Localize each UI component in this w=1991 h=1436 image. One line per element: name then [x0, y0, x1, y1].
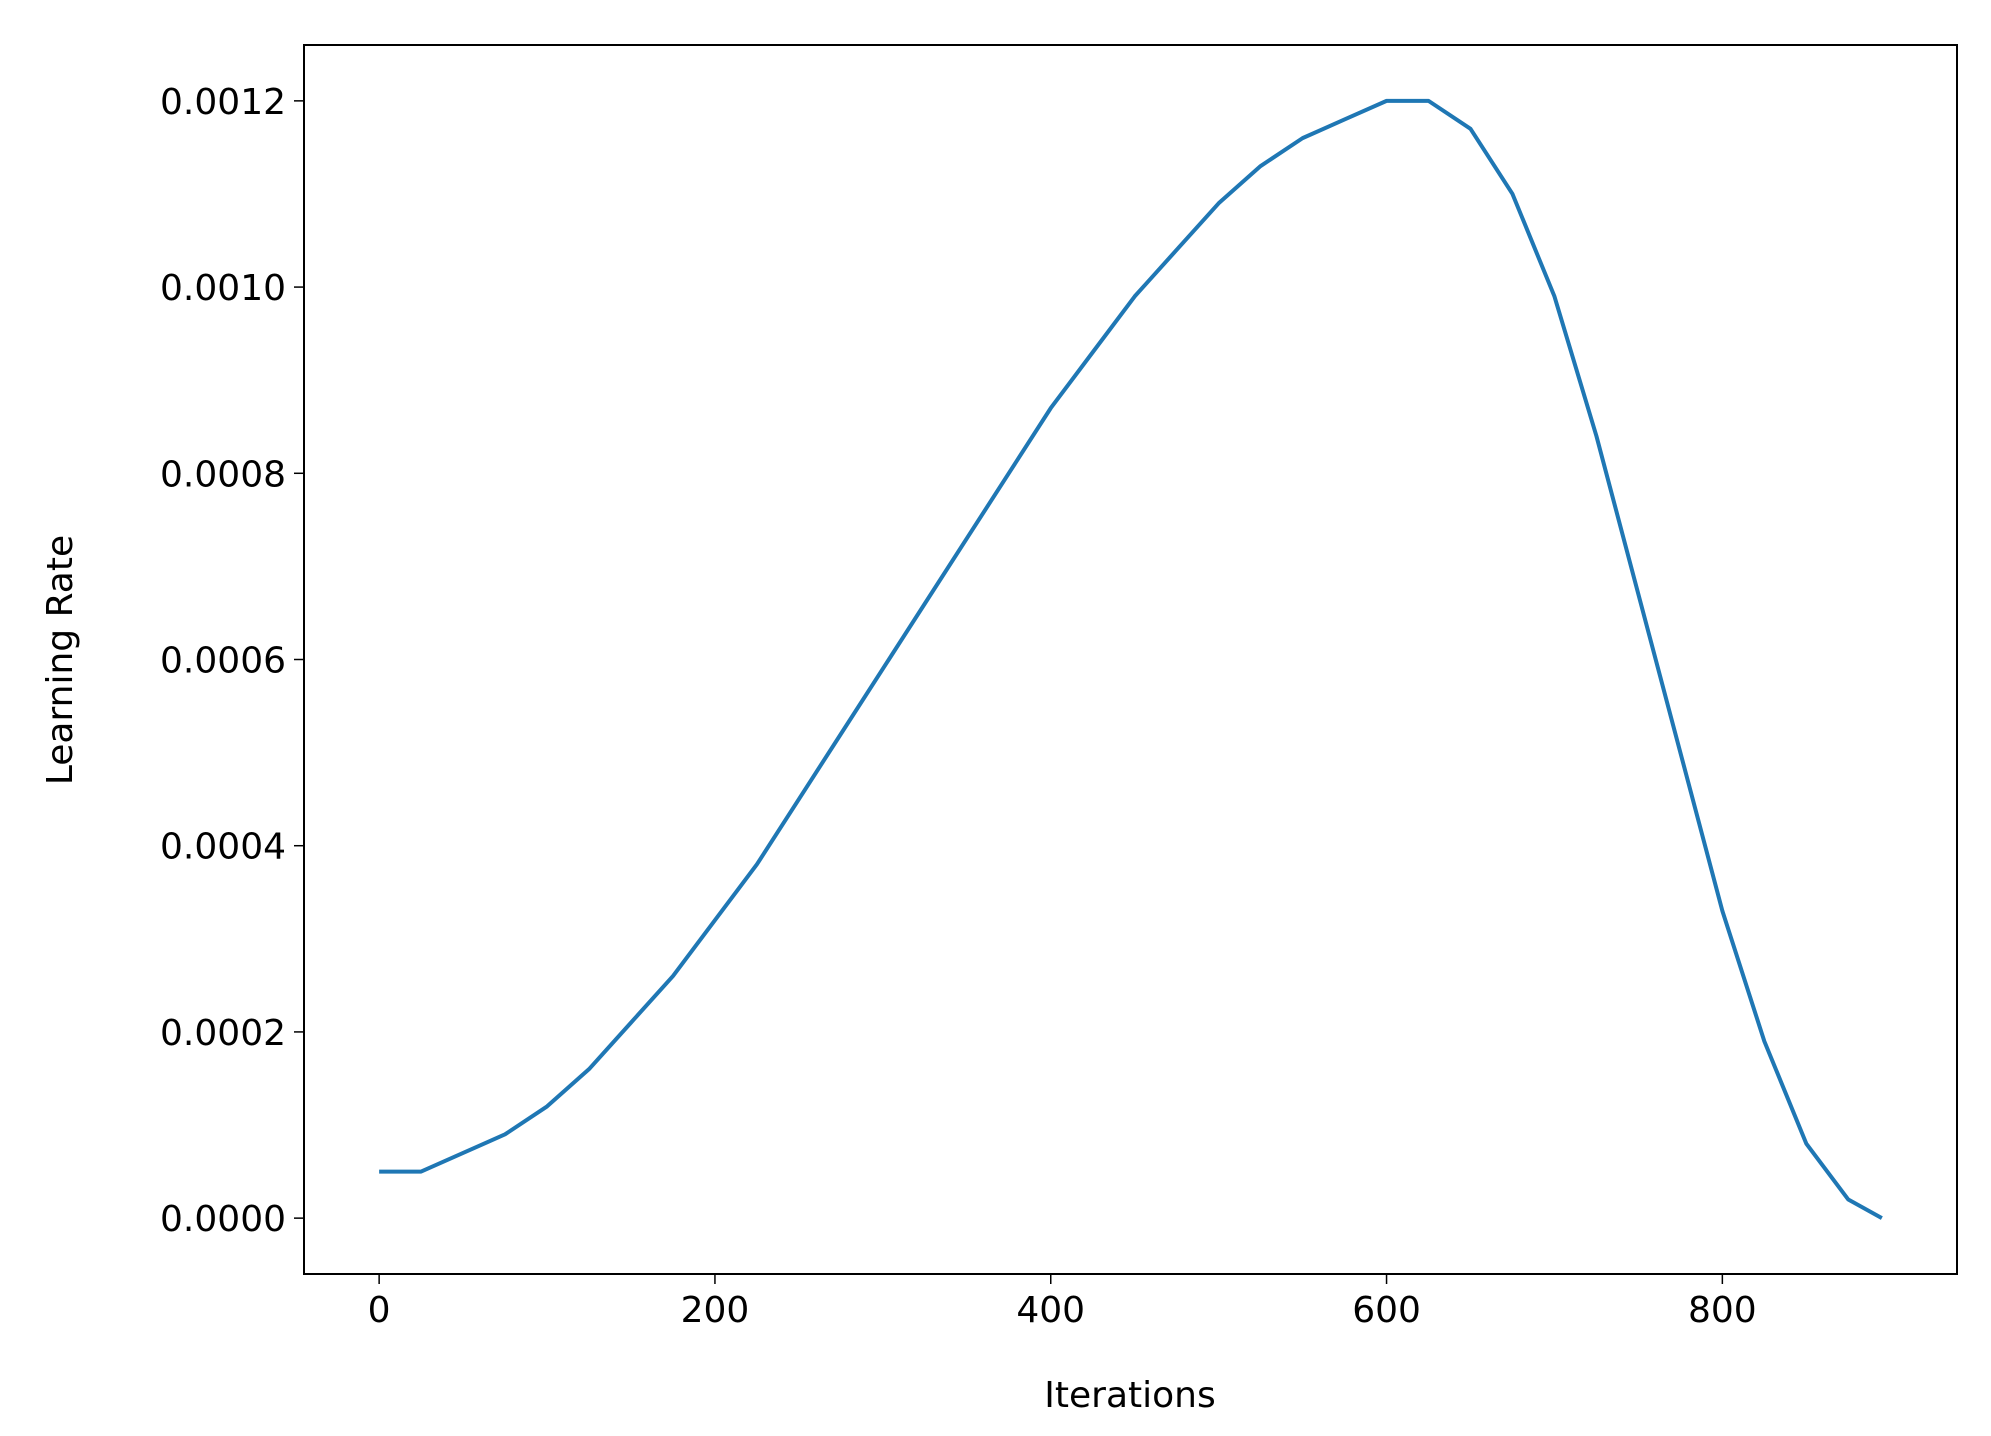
y-tick-label: 0.0002: [160, 1013, 286, 1054]
y-tick-label: 0.0006: [160, 641, 286, 682]
y-tick-label: 0.0000: [160, 1199, 286, 1240]
x-tick-label: 800: [1688, 1290, 1757, 1331]
plot-frame: [303, 44, 1958, 1275]
y-tick-label: 0.0004: [160, 827, 286, 868]
x-tick-label: 0: [368, 1290, 391, 1331]
y-tick-label: 0.0010: [160, 268, 286, 309]
y-tick-label: 0.0012: [160, 82, 286, 123]
x-tick-label: 600: [1352, 1290, 1421, 1331]
x-tick-label: 400: [1016, 1290, 1085, 1331]
line: [379, 98, 1883, 1220]
y-axis-label: Learning Rate: [40, 535, 81, 785]
y-tick-label: 0.0008: [160, 454, 286, 495]
x-axis-label: Iterations: [1044, 1375, 1215, 1416]
x-tick-label: 200: [681, 1290, 750, 1331]
